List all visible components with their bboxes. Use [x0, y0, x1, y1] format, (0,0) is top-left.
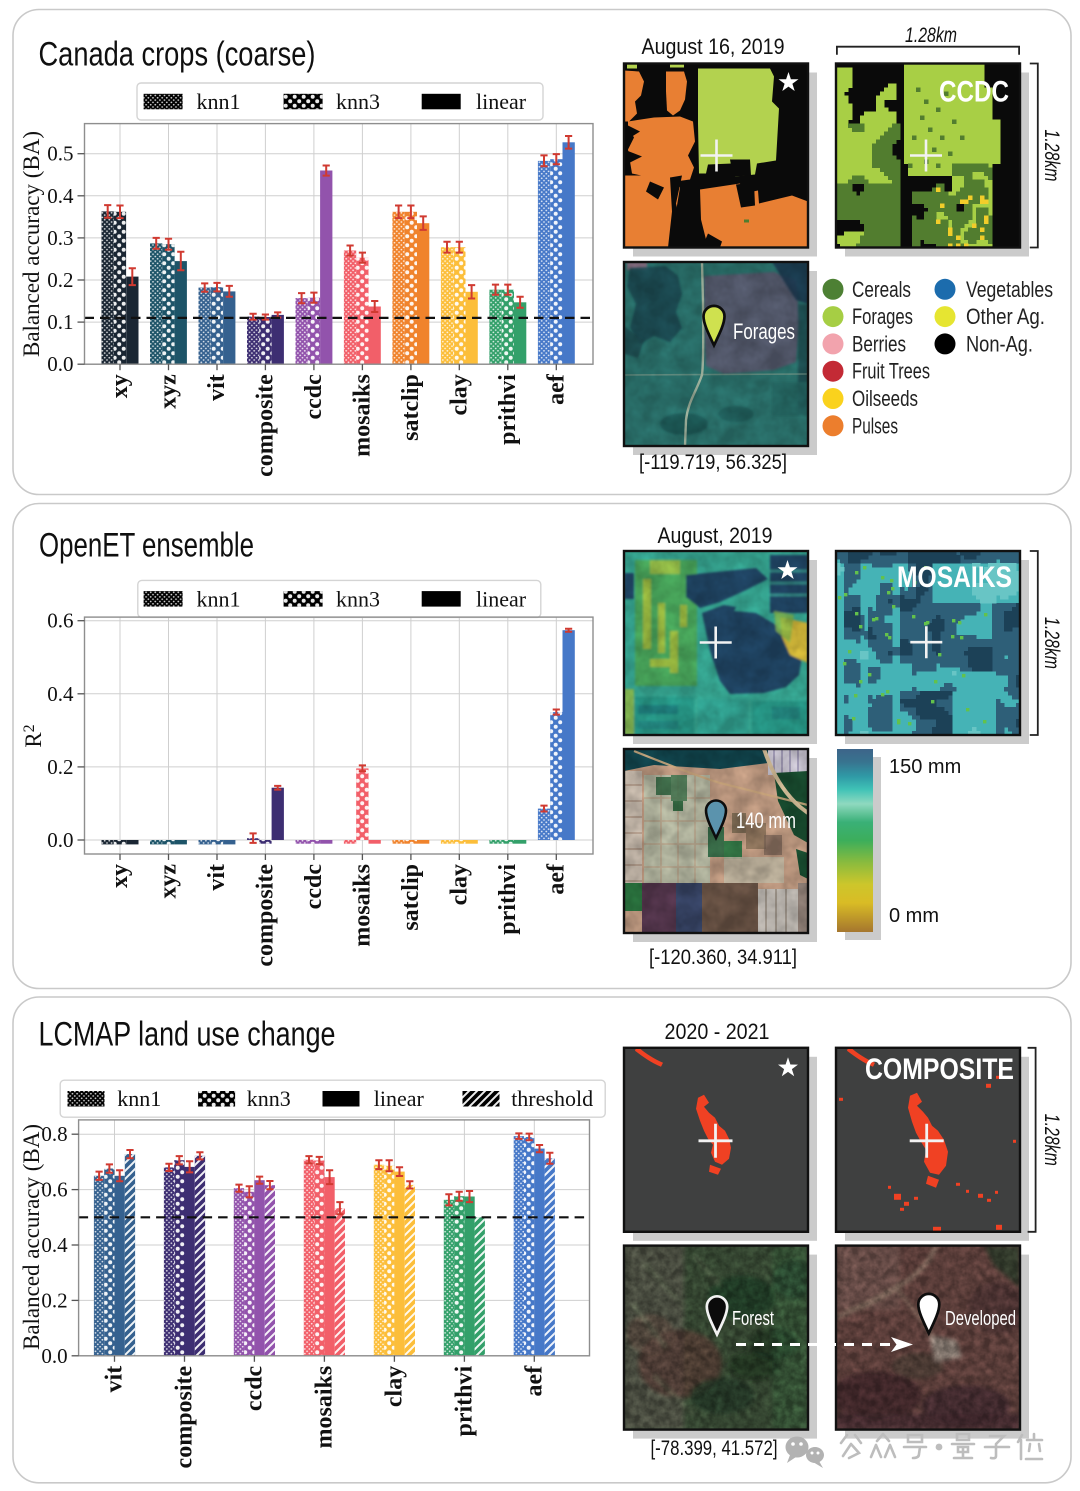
- svg-text:0.5: 0.5: [47, 142, 73, 166]
- svg-text:prithvi: prithvi: [495, 864, 521, 935]
- svg-text:Pulses: Pulses: [852, 413, 898, 438]
- svg-text:xy: xy: [107, 864, 133, 888]
- svg-text:xy: xy: [107, 374, 133, 398]
- svg-text:0.1: 0.1: [47, 310, 73, 334]
- svg-text:Forest: Forest: [732, 1308, 774, 1330]
- svg-text:150 mm: 150 mm: [889, 756, 961, 778]
- svg-text:knn1: knn1: [197, 586, 241, 611]
- svg-text:Other Ag.: Other Ag.: [966, 304, 1045, 329]
- svg-text:August, 2019: August, 2019: [658, 523, 773, 548]
- svg-text:threshold: threshold: [511, 1086, 593, 1111]
- svg-text:mosaiks: mosaiks: [311, 1366, 337, 1449]
- svg-text:OpenET ensemble: OpenET ensemble: [39, 527, 254, 565]
- svg-text:vit: vit: [204, 374, 230, 401]
- svg-text:Balanced accuracy (BA): Balanced accuracy (BA): [19, 131, 44, 357]
- svg-text:Canada crops (coarse): Canada crops (coarse): [39, 36, 316, 74]
- svg-text:prithvi: prithvi: [451, 1365, 477, 1436]
- svg-text:[-120.360, 34.911]: [-120.360, 34.911]: [649, 946, 797, 969]
- svg-text:0.4: 0.4: [47, 184, 74, 208]
- svg-text:knn3: knn3: [336, 89, 380, 114]
- svg-text:knn1: knn1: [117, 1086, 161, 1111]
- svg-text:August 16, 2019: August 16, 2019: [642, 34, 785, 59]
- svg-text:knn1: knn1: [197, 89, 241, 114]
- svg-text:linear: linear: [374, 1086, 425, 1111]
- svg-text:vit: vit: [102, 1366, 128, 1393]
- svg-text:Balanced accuracy (BA): Balanced accuracy (BA): [19, 1124, 44, 1350]
- svg-text:xyz: xyz: [156, 374, 182, 409]
- svg-text:satclip: satclip: [398, 374, 424, 441]
- svg-text:140 mm: 140 mm: [736, 808, 796, 833]
- svg-text:[-119.719, 56.325]: [-119.719, 56.325]: [639, 451, 787, 474]
- svg-text:Berries: Berries: [852, 331, 906, 356]
- svg-text:MOSAIKS: MOSAIKS: [897, 561, 1012, 594]
- svg-text:linear: linear: [476, 586, 527, 611]
- svg-text:composite: composite: [252, 864, 278, 967]
- svg-text:Non-Ag.: Non-Ag.: [966, 331, 1033, 356]
- svg-text:satclip: satclip: [398, 864, 424, 931]
- svg-text:0.4: 0.4: [47, 682, 74, 706]
- svg-text:ccdc: ccdc: [241, 1365, 267, 1411]
- svg-text:0.0: 0.0: [47, 352, 73, 376]
- svg-text:1.28km: 1.28km: [1040, 130, 1063, 182]
- svg-text:0.0: 0.0: [47, 828, 73, 852]
- svg-text:Vegetables: Vegetables: [966, 277, 1053, 302]
- svg-text:0.8: 0.8: [41, 1122, 67, 1146]
- svg-text:Forages: Forages: [733, 319, 795, 344]
- svg-text:1.28km: 1.28km: [1040, 1114, 1063, 1166]
- svg-text:0.2: 0.2: [47, 755, 73, 779]
- svg-text:mosaiks: mosaiks: [349, 864, 375, 947]
- svg-text:composite: composite: [252, 374, 278, 477]
- svg-text:knn3: knn3: [247, 1086, 291, 1111]
- svg-text:0 mm: 0 mm: [889, 905, 939, 927]
- svg-text:clay: clay: [381, 1366, 407, 1407]
- svg-text:aef: aef: [543, 373, 569, 405]
- svg-text:mosaiks: mosaiks: [349, 374, 375, 457]
- svg-text:0.2: 0.2: [41, 1288, 67, 1312]
- svg-text:composite: composite: [172, 1365, 198, 1468]
- svg-text:ccdc: ccdc: [301, 864, 327, 910]
- svg-text:clay: clay: [446, 864, 472, 905]
- svg-text:0.2: 0.2: [47, 268, 73, 292]
- svg-text:aef: aef: [521, 1365, 547, 1397]
- svg-text:COMPOSITE: COMPOSITE: [865, 1053, 1014, 1086]
- svg-text:CCDC: CCDC: [939, 76, 1009, 109]
- svg-text:prithvi: prithvi: [495, 374, 521, 445]
- svg-text:2020 - 2021: 2020 - 2021: [665, 1019, 770, 1044]
- svg-text:Oilseeds: Oilseeds: [852, 386, 918, 411]
- svg-text:linear: linear: [476, 89, 527, 114]
- svg-text:0.6: 0.6: [47, 609, 73, 633]
- svg-text:[-78.399, 41.572]: [-78.399, 41.572]: [651, 1437, 778, 1460]
- svg-text:xyz: xyz: [156, 864, 182, 899]
- svg-text:0.3: 0.3: [47, 226, 73, 250]
- svg-text:knn3: knn3: [336, 586, 380, 611]
- svg-text:1.28km: 1.28km: [905, 24, 957, 47]
- svg-text:Cereals: Cereals: [852, 277, 911, 302]
- svg-text:Forages: Forages: [852, 304, 913, 329]
- svg-text:0.6: 0.6: [41, 1178, 67, 1202]
- svg-text:LCMAP land use change: LCMAP land use change: [39, 1016, 336, 1054]
- svg-text:vit: vit: [204, 864, 230, 891]
- svg-text:clay: clay: [446, 374, 472, 415]
- svg-text:1.28km: 1.28km: [1040, 617, 1063, 669]
- svg-text:0.0: 0.0: [41, 1344, 67, 1368]
- svg-text:0.4: 0.4: [41, 1233, 68, 1257]
- svg-text:Fruit Trees: Fruit Trees: [852, 359, 930, 384]
- svg-text:Developed: Developed: [945, 1308, 1016, 1330]
- svg-text:ccdc: ccdc: [301, 374, 327, 420]
- svg-text:aef: aef: [543, 863, 569, 895]
